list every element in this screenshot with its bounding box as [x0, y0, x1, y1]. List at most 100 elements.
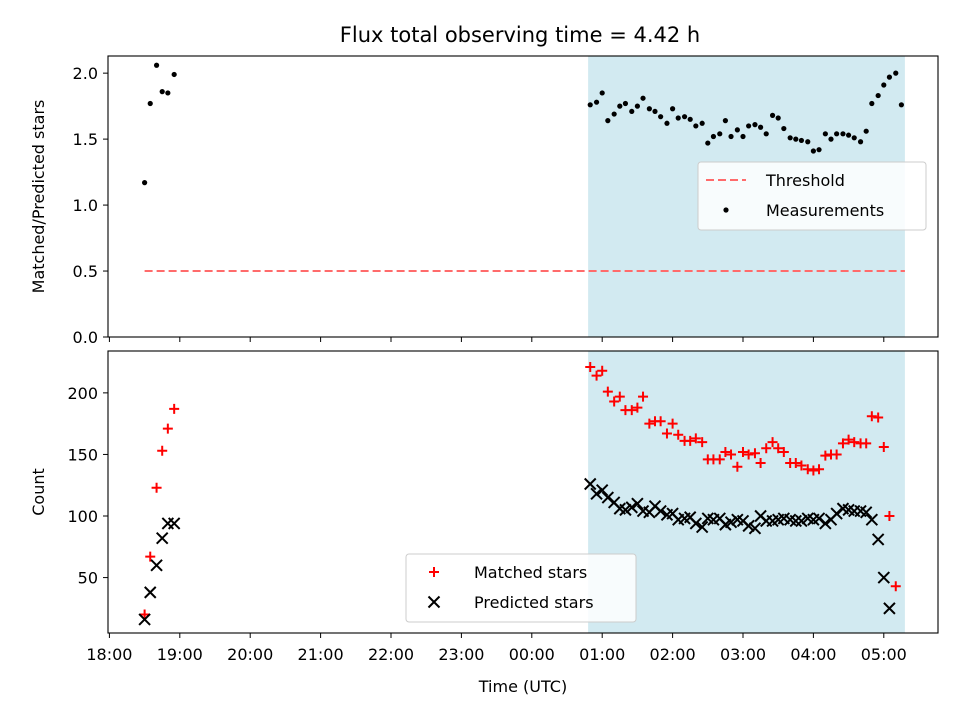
x-tick-label: 21:00	[298, 645, 344, 664]
y-tick-label: 1.5	[73, 130, 98, 149]
measurement-point	[640, 95, 646, 101]
measurement-point	[893, 70, 899, 76]
matched-star-point	[884, 511, 895, 522]
measurement-point	[687, 116, 693, 122]
measurement-point	[165, 90, 171, 96]
measurement-point	[693, 123, 699, 129]
matched-star-point	[773, 443, 784, 454]
predicted-star-point	[877, 571, 891, 584]
measurement-point	[658, 114, 664, 120]
predicted-star-point	[654, 504, 667, 518]
matched-star-point	[873, 412, 884, 423]
matched-star-point	[726, 449, 737, 460]
predicted-star-point	[859, 506, 873, 519]
x-tick-label: 19:00	[157, 645, 203, 664]
matched-star-point	[878, 442, 889, 453]
matched-star-point	[626, 405, 637, 416]
measurement-point	[699, 120, 705, 126]
measurement-point	[898, 102, 904, 108]
observing-span-shade	[588, 351, 905, 633]
y-tick-label: 200	[67, 384, 98, 403]
matched-star-point	[802, 464, 813, 475]
measurement-point	[787, 135, 793, 141]
measurement-point	[147, 100, 153, 107]
matched-star-point	[690, 433, 701, 444]
measurement-point	[845, 132, 852, 138]
predicted-star-point	[748, 522, 762, 535]
matched-star-point	[157, 445, 168, 456]
measurement-point	[142, 180, 148, 186]
matched-star-point	[767, 437, 778, 448]
predicted-star-point	[144, 586, 157, 599]
measurement-point	[775, 115, 781, 121]
matched-star-point	[697, 437, 708, 448]
measurement-point	[622, 100, 629, 107]
predicted-star-point	[625, 501, 638, 514]
measurement-point	[881, 82, 887, 88]
y-axis-label: Matched/Predicted stars	[29, 100, 48, 294]
matched-star-point	[151, 482, 162, 493]
measurement-point	[840, 131, 846, 137]
predicted-star-point	[819, 517, 832, 530]
measurement-point	[822, 131, 828, 137]
measurement-point	[681, 114, 688, 120]
measurement-point	[816, 147, 822, 153]
y-tick-label: 0.0	[73, 328, 98, 347]
axes-frame	[107, 55, 939, 338]
predicted-star-point	[742, 519, 755, 533]
matched-star-point	[755, 458, 766, 469]
measurement-point	[664, 120, 670, 126]
y-tick-label: 1.0	[73, 196, 98, 215]
measurement-point	[611, 111, 617, 117]
measurement-point	[805, 139, 811, 145]
measurement-point	[587, 102, 593, 108]
legend-matched-swatch	[429, 567, 439, 577]
measurement-point	[886, 74, 893, 80]
series-predicted-stars	[138, 477, 896, 626]
measurement-point	[752, 122, 758, 128]
measurement-point	[728, 133, 734, 140]
predicted-star-point	[695, 520, 709, 534]
x-tick-label: 00:00	[509, 645, 555, 664]
matched-star-point	[638, 391, 649, 402]
predicted-star-point	[167, 517, 181, 530]
y-tick-label: 2.0	[73, 64, 98, 83]
matched-star-point	[591, 370, 602, 381]
matched-star-point	[808, 465, 819, 476]
legend-box	[405, 553, 637, 623]
measurement-point	[746, 123, 752, 129]
matched-star-point	[778, 446, 789, 457]
predicted-star-point	[155, 531, 169, 545]
legend-label: Predicted stars	[474, 593, 594, 612]
measurement-point	[675, 115, 681, 121]
y-tick-label: 0.5	[73, 262, 98, 281]
matched-star-point	[602, 386, 613, 397]
matched-star-point	[169, 403, 180, 414]
predicted-star-point	[871, 533, 885, 546]
matched-star-point	[162, 423, 173, 434]
measurement-point	[717, 131, 723, 137]
measurement-point	[769, 112, 776, 118]
measurement-point	[153, 62, 160, 68]
matched-star-point	[837, 438, 848, 449]
measurement-point	[629, 108, 635, 115]
x-axis-label: Time (UTC)	[478, 677, 567, 696]
matched-star-point	[820, 450, 831, 461]
measurement-point	[834, 131, 840, 137]
matched-star-point	[749, 448, 760, 459]
matched-star-point	[743, 449, 754, 460]
measurement-point	[617, 103, 623, 109]
measurement-point	[810, 148, 816, 154]
legend: Matched stars Predicted stars	[405, 553, 637, 623]
predicted-star-point	[689, 517, 703, 530]
y-axis-label: Count	[29, 468, 48, 516]
x-tick-label: 18:00	[86, 645, 132, 664]
matched-star-point	[720, 446, 731, 457]
x-tick-label: 03:00	[720, 645, 766, 664]
predicted-star-point	[584, 477, 597, 491]
matched-star-point	[644, 418, 655, 429]
matched-star-point	[790, 458, 801, 469]
matched-star-point	[849, 437, 860, 448]
measurement-point	[757, 124, 764, 130]
x-tick-label: 22:00	[368, 645, 414, 664]
